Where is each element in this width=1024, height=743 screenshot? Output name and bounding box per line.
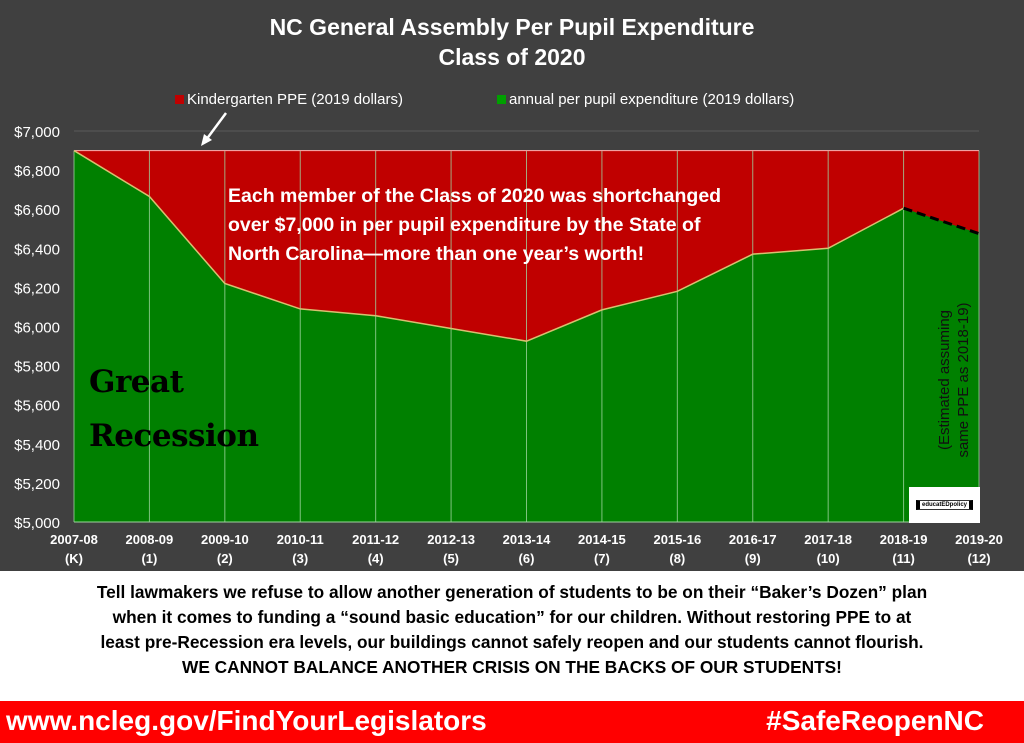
chart-subtitle: Class of 2020 (438, 44, 586, 70)
recession-line: Recession (89, 418, 259, 454)
legend-swatch-red (175, 95, 184, 104)
arrow-head-icon (201, 134, 212, 146)
legend-label: Kindergarten PPE (2019 dollars) (187, 91, 403, 108)
x-tick-label: 2019-20 (955, 532, 1003, 547)
chart-panel: $5,000 $5,200 $5,400 $5,600 $5,800 $6,000 $6,2… (0, 0, 1024, 571)
x-tick-label: (9) (745, 551, 761, 566)
y-tick-label: $5,400 (14, 437, 60, 454)
call-to-action-message: Tell lawmakers we refuse to allow anothe… (0, 580, 1024, 680)
x-tick-label: (7) (594, 551, 610, 566)
x-tick-label: 2010-11 (277, 532, 324, 547)
x-tick-label: (11) (892, 551, 914, 566)
y-tick-label: $7,000 (14, 124, 60, 141)
x-tick-label: 2009-10 (201, 532, 249, 547)
x-tick-label: (8) (669, 551, 685, 566)
recession-line: Great (89, 364, 184, 400)
x-tick-label: 2017-18 (804, 532, 852, 547)
x-tick-label: (10) (817, 551, 840, 566)
y-tick-label: $5,600 (14, 398, 60, 415)
x-tick-label: (2) (217, 551, 233, 566)
y-tick-label: $6,000 (14, 320, 60, 337)
estimate-line: same PPE as 2018-19) (955, 302, 972, 458)
x-tick-label: (4) (368, 551, 384, 566)
x-tick-label: 2008-09 (126, 532, 174, 547)
callout-annotation: Each member of the Class of 2020 was sho… (228, 182, 721, 269)
legend-label: annual per pupil expenditure (2019 dolla… (509, 91, 795, 108)
y-tick-label: $5,200 (14, 476, 60, 493)
x-tick-label: 2011-12 (352, 532, 399, 547)
footer-banner: www.ncleg.gov/FindYourLegislators #SafeR… (0, 701, 1024, 743)
estimate-annotation: (Estimated assuming same PPE as 2018-19) (935, 290, 973, 470)
x-tick-label: 2018-19 (880, 532, 928, 547)
x-tick-label: 2014-15 (578, 532, 626, 547)
callout-line: North Carolina—more than one year’s wort… (228, 243, 645, 265)
x-tick-label: (5) (443, 551, 459, 566)
message-line: least pre-Recession era levels, our buil… (100, 632, 924, 652)
message-line: when it comes to funding a “sound basic … (112, 607, 912, 627)
x-tick-label: 2012-13 (427, 532, 475, 547)
logo-text: educatEDpolicy (915, 500, 973, 510)
arrow-icon (204, 112, 228, 141)
annual-ppe-line (73, 149, 904, 342)
message-line: WE CANNOT BALANCE ANOTHER CRISIS ON THE … (182, 657, 842, 677)
estimate-line: (Estimated assuming (936, 309, 953, 451)
recession-annotation: Great Recession (89, 355, 259, 463)
x-tick-label: (6) (519, 551, 535, 566)
y-tick-label: $5,800 (14, 359, 60, 376)
x-tick-label: (K) (65, 551, 83, 566)
legend-item-annual: annual per pupil expenditure (2019 dolla… (497, 91, 794, 108)
chart-title: NC General Assembly Per Pupil Expenditur… (269, 14, 755, 40)
x-tick-label: (12) (967, 551, 990, 566)
legend-item-kindergarten: Kindergarten PPE (2019 dollars) (175, 91, 403, 108)
x-tick-label: (1) (141, 551, 157, 566)
y-tick-label: $6,800 (14, 163, 60, 180)
y-tick-label: $6,200 (14, 280, 60, 297)
x-tick-label: (3) (292, 551, 308, 566)
y-tick-label: $6,600 (14, 202, 60, 219)
callout-line: over $7,000 in per pupil expenditure by … (228, 214, 701, 236)
chart-svg: $5,000 $5,200 $5,400 $5,600 $5,800 $6,000 $6,2… (14, 112, 1003, 566)
message-line: Tell lawmakers we refuse to allow anothe… (96, 582, 928, 602)
hashtag: #SafeReopenNC (766, 705, 984, 736)
x-tick-label: 2013-14 (503, 532, 551, 547)
legend-swatch-green (497, 95, 506, 104)
x-tick-label: 2016-17 (729, 532, 777, 547)
y-tick-label: $6,400 (14, 241, 60, 258)
y-tick-label: $5,000 (14, 515, 60, 532)
find-legislators-link[interactable]: www.ncleg.gov/FindYourLegislators (6, 705, 487, 736)
x-tick-label: 2015-16 (653, 532, 701, 547)
callout-line: Each member of the Class of 2020 was sho… (228, 185, 722, 207)
x-tick-label: 2007-08 (50, 532, 98, 547)
educatedpolicy-logo: educatEDpolicy (909, 487, 980, 523)
